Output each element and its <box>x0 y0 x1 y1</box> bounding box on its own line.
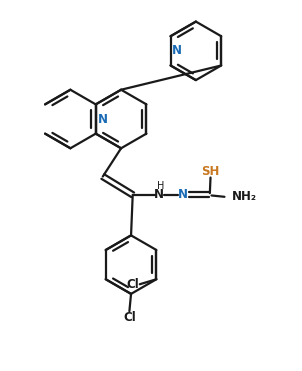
Text: N: N <box>154 188 164 201</box>
Text: NH₂: NH₂ <box>232 190 257 203</box>
Text: N: N <box>98 112 108 125</box>
Text: Cl: Cl <box>126 278 139 291</box>
Text: N: N <box>178 188 188 201</box>
Text: H: H <box>157 181 164 191</box>
Text: SH: SH <box>201 165 220 178</box>
Text: N: N <box>172 45 182 58</box>
Text: Cl: Cl <box>123 311 136 324</box>
